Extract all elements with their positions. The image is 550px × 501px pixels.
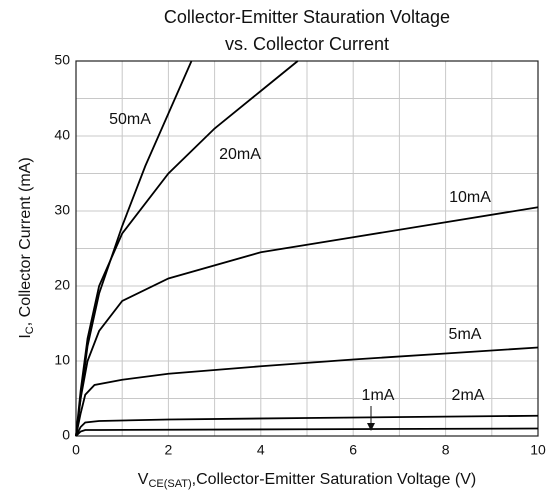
label-arrowhead <box>367 423 375 431</box>
curve-label: 20mA <box>219 146 261 163</box>
curve-label: 50mA <box>109 111 151 128</box>
y-axis-label: IC, Collector Current (mA) <box>17 157 36 338</box>
y-label-sub: C <box>24 326 36 334</box>
x-axis-label: VCE(SAT),Collector-Emitter Saturation Vo… <box>138 471 476 490</box>
x-tick-label: 10 <box>530 442 546 458</box>
plot-frame <box>75 60 539 437</box>
curve <box>75 60 299 437</box>
curve-label: 1mA <box>362 387 395 404</box>
y-tick-label: 10 <box>54 352 70 368</box>
chart-title: Collector-Emitter Stauration Voltage <box>164 7 450 27</box>
curve-label: 5mA <box>449 326 482 343</box>
y-tick-label: 0 <box>62 427 70 443</box>
chart-title: vs. Collector Current <box>225 34 389 54</box>
x-label-rest: ,Collector-Emitter Saturation Voltage (V… <box>192 471 477 488</box>
x-tick-label: 0 <box>72 442 80 458</box>
y-label-rest: , Collector Current (mA) <box>17 157 34 326</box>
curve <box>75 346 539 437</box>
curve-label: 10mA <box>449 189 491 206</box>
x-tick-label: 8 <box>442 442 450 458</box>
y-tick-label: 50 <box>54 52 70 68</box>
y-label-main: I <box>17 334 34 338</box>
x-tick-label: 2 <box>165 442 173 458</box>
x-label-sub: CE(SAT) <box>148 478 191 490</box>
y-tick-label: 40 <box>54 127 70 143</box>
y-tick-label: 30 <box>54 202 70 218</box>
curve <box>75 206 539 437</box>
x-tick-label: 4 <box>257 442 265 458</box>
curve <box>75 414 539 437</box>
x-label-main: V <box>138 471 149 488</box>
x-tick-label: 6 <box>349 442 357 458</box>
curve <box>75 427 539 437</box>
y-tick-label: 20 <box>54 277 70 293</box>
curve-label: 2mA <box>452 387 485 404</box>
